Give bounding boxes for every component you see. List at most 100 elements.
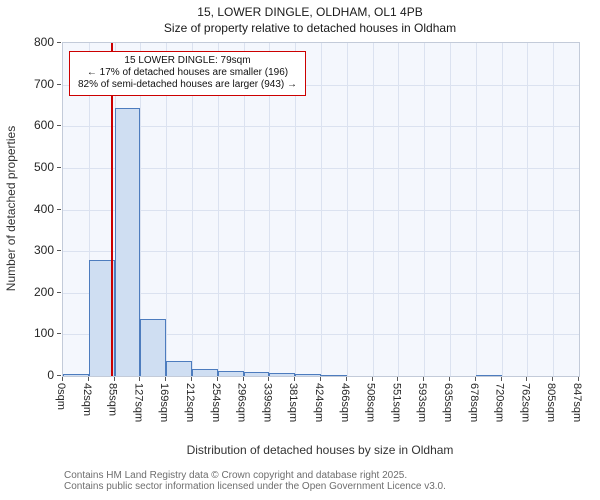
x-tick-label: 508sqm — [364, 383, 377, 423]
y-tick-label: 300 — [33, 243, 54, 258]
chart-title: 15, LOWER DINGLE, OLDHAM, OL1 4PB — [197, 5, 423, 19]
v-gridline — [527, 43, 529, 376]
x-tick-label: 847sqm — [571, 383, 583, 423]
x-tick-label: 720sqm — [493, 383, 506, 423]
v-gridline — [243, 43, 245, 376]
x-tick-mark — [578, 377, 579, 381]
y-tick-label: 0 — [47, 368, 54, 382]
x-tick-mark — [397, 377, 399, 381]
y-tick-label: 700 — [33, 76, 54, 91]
x-tick-label: 127sqm — [132, 383, 145, 423]
x-axis-label: Distribution of detached houses by size … — [186, 443, 454, 457]
x-tick-label: 296sqm — [235, 383, 248, 423]
y-tick-mark — [57, 250, 61, 252]
histogram-bar — [140, 318, 167, 376]
x-tick-label: 424sqm — [313, 383, 325, 423]
y-tick-label: 800 — [33, 35, 54, 49]
v-gridline — [166, 43, 168, 376]
x-tick-label: 593sqm — [416, 383, 429, 423]
x-tick-mark — [62, 377, 63, 381]
histogram-bar — [295, 373, 321, 376]
v-gridline — [217, 43, 219, 376]
histogram-bar — [166, 361, 192, 376]
x-tick-mark — [191, 377, 192, 381]
y-tick-mark — [57, 166, 61, 168]
histogram-bar — [114, 107, 141, 376]
histogram-bar — [63, 374, 89, 376]
x-tick-mark — [242, 377, 244, 381]
x-tick-mark — [165, 377, 167, 381]
plot-area: 15 LOWER DINGLE: 79sqm ← 17% of detached… — [62, 42, 580, 377]
annotation-line-3: 82% of semi-detached houses are larger (… — [78, 79, 298, 90]
x-tick-label: 678sqm — [467, 383, 480, 423]
y-tick-label: 200 — [33, 284, 54, 299]
footer: Contains HM Land Registry data © Crown c… — [64, 470, 446, 492]
v-gridline — [501, 43, 503, 376]
x-tick-label: 169sqm — [158, 383, 171, 423]
annotation-box: 15 LOWER DINGLE: 79sqm ← 17% of detached… — [69, 51, 307, 96]
x-tick-mark — [294, 377, 296, 381]
y-tick-mark — [57, 42, 61, 43]
y-tick-label: 100 — [33, 326, 54, 341]
footer-line-1: Contains HM Land Registry data © Crown c… — [64, 470, 408, 481]
subject-property-marker-line — [111, 43, 113, 376]
x-tick-mark — [371, 377, 373, 381]
x-tick-label: 42sqm — [80, 383, 93, 417]
y-tick-mark — [57, 333, 61, 335]
x-tick-label: 85sqm — [106, 383, 119, 417]
v-gridline — [398, 43, 400, 376]
x-tick-mark — [474, 377, 476, 381]
v-gridline — [88, 43, 90, 376]
x-tick-label: 762sqm — [519, 383, 532, 423]
x-tick-mark — [449, 377, 450, 381]
v-gridline — [295, 43, 297, 376]
x-tick-mark — [526, 377, 528, 381]
footer-line-2: Contains public sector information licen… — [64, 481, 446, 492]
x-tick-mark — [423, 377, 425, 381]
x-tick-label: 212sqm — [184, 383, 196, 423]
y-tick-mark — [57, 83, 61, 85]
x-tick-label: 339sqm — [261, 383, 274, 423]
annotation-line-2: ← 17% of detached houses are smaller (19… — [86, 67, 289, 78]
y-tick-mark — [57, 375, 61, 376]
v-gridline — [346, 43, 348, 376]
y-tick-mark — [57, 291, 61, 293]
v-gridline — [192, 43, 193, 376]
v-gridline — [424, 43, 426, 376]
y-tick-label: 500 — [33, 159, 54, 174]
x-tick-mark — [552, 377, 554, 381]
v-gridline — [140, 43, 142, 376]
x-tick-label: 551sqm — [390, 383, 403, 423]
y-tick-label: 600 — [33, 118, 54, 133]
x-tick-mark — [320, 377, 321, 381]
histogram-bar — [243, 371, 270, 376]
histogram-bar — [217, 371, 244, 376]
x-tick-mark — [113, 377, 115, 381]
histogram-bar — [475, 374, 502, 376]
x-tick-mark — [500, 377, 502, 381]
x-tick-label: 381sqm — [287, 383, 300, 423]
histogram-bar — [269, 372, 296, 376]
y-tick-label: 400 — [33, 201, 54, 216]
chart-subtitle: Size of property relative to detached ho… — [163, 21, 457, 35]
v-gridline — [269, 43, 271, 376]
v-gridline — [372, 43, 374, 376]
x-tick-mark — [139, 377, 141, 381]
histogram-bar — [192, 368, 218, 376]
v-gridline — [450, 43, 451, 376]
x-tick-mark — [345, 377, 347, 381]
v-gridline — [553, 43, 555, 376]
x-tick-mark — [268, 377, 270, 381]
y-tick-mark — [57, 208, 61, 210]
x-tick-label: 254sqm — [209, 383, 222, 423]
x-tick-label: 635sqm — [442, 383, 454, 423]
x-tick-mark — [216, 377, 218, 381]
histogram-bar — [88, 260, 115, 376]
histogram-bar — [321, 374, 347, 376]
x-tick-label: 805sqm — [545, 383, 558, 423]
x-tick-mark — [87, 377, 89, 381]
x-tick-label: 0sqm — [55, 383, 67, 410]
y-tick-mark — [57, 125, 61, 127]
annotation-line-1: 15 LOWER DINGLE: 79sqm — [124, 55, 251, 66]
